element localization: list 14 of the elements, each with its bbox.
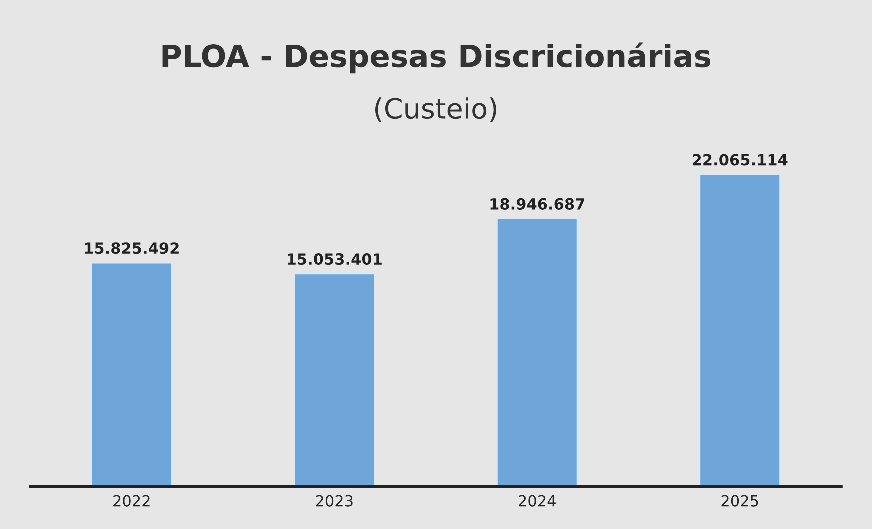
bar xyxy=(496,217,579,487)
x-tick-label: 2025 xyxy=(722,495,758,507)
data-label: 15.053.401 xyxy=(288,254,382,266)
x-tick-label: 2022 xyxy=(114,495,150,507)
x-tick-label: 2024 xyxy=(519,495,556,507)
bar xyxy=(698,173,782,487)
x-tick-label: 2023 xyxy=(316,495,353,507)
data-label: 22.065.114 xyxy=(692,154,788,166)
data-label: 15.825.492 xyxy=(85,242,179,254)
bar xyxy=(293,272,376,487)
chart-subtitle: (Custeio) xyxy=(375,98,497,122)
bar xyxy=(90,262,174,487)
data-label: 18.946.687 xyxy=(490,198,584,210)
chart-title: PLOA - Despesas Discricionárias xyxy=(162,42,711,74)
